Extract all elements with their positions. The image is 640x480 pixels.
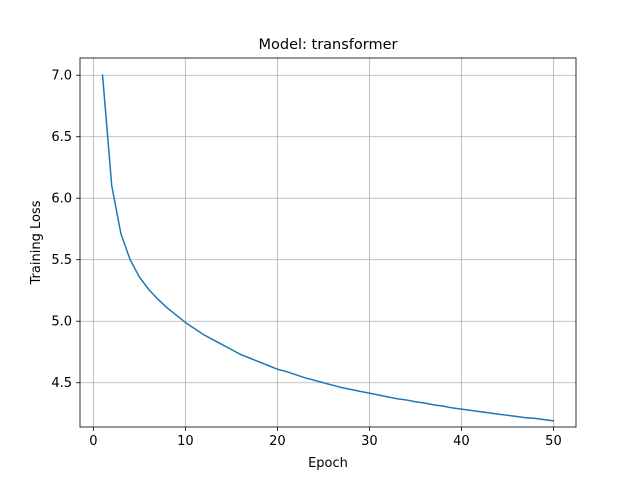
y-tick-label: 6.0 (51, 192, 72, 207)
plot-area (80, 58, 576, 427)
x-tick-label: 50 (545, 434, 562, 449)
y-tick-label: 5.5 (51, 253, 72, 268)
x-tick-label: 0 (89, 434, 97, 449)
y-tick-label: 6.5 (51, 130, 72, 145)
training-loss-line (101, 74, 555, 422)
y-tick-label: 5.0 (51, 315, 72, 330)
x-axis-label: Epoch (308, 456, 348, 471)
axes-frame (79, 57, 577, 428)
grid-lines (80, 58, 576, 427)
x-tick-label: 40 (453, 434, 470, 449)
y-tick-label: 4.5 (51, 376, 72, 391)
y-axis-label: Training Loss (29, 200, 44, 285)
axis-ticks: 0 10 20 30 40 50 4.5 5.0 5.5 6.0 6.5 7.0 (51, 69, 561, 449)
x-tick-label: 20 (269, 434, 286, 449)
x-tick-label: 10 (177, 434, 194, 449)
y-tick-label: 7.0 (51, 69, 72, 84)
chart-title: Model: transformer (259, 37, 398, 53)
x-tick-label: 30 (361, 434, 378, 449)
